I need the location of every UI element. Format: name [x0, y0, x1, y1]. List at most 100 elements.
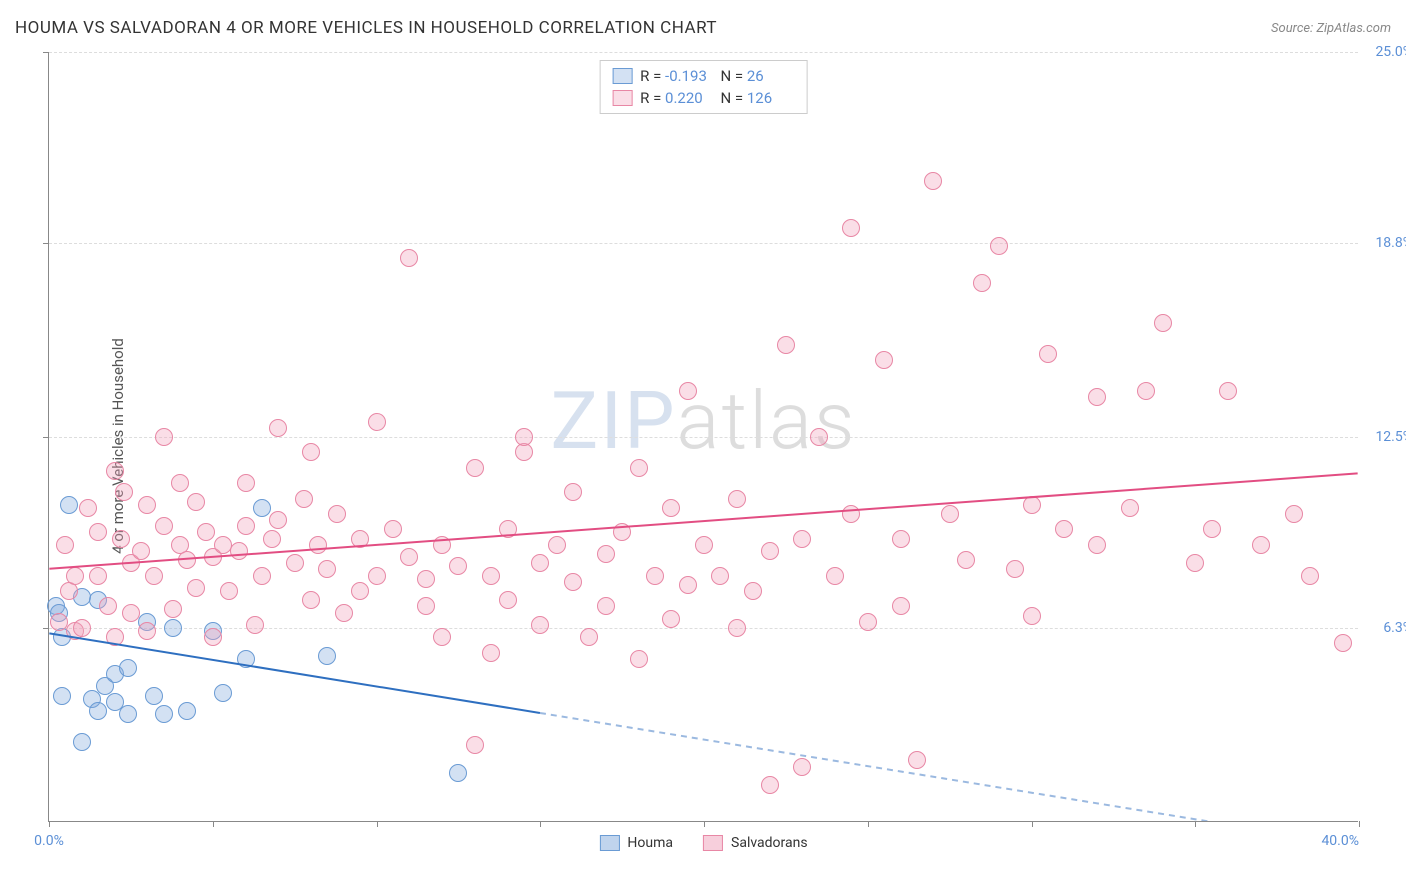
scatter-point: [155, 517, 173, 535]
x-tick: [540, 821, 541, 827]
scatter-point: [892, 530, 910, 548]
scatter-point: [1334, 634, 1352, 652]
scatter-point: [286, 554, 304, 572]
scatter-point: [957, 551, 975, 569]
watermark-part2: atlas: [677, 374, 857, 468]
watermark: ZIPatlas: [550, 374, 856, 468]
scatter-point: [187, 493, 205, 511]
scatter-point: [875, 351, 893, 369]
scatter-point: [1023, 607, 1041, 625]
scatter-point: [253, 499, 271, 517]
scatter-point: [908, 751, 926, 769]
y-tick-label: 12.5%: [1363, 429, 1406, 445]
scatter-point: [115, 483, 133, 501]
scatter-point: [679, 382, 697, 400]
scatter-point: [842, 219, 860, 237]
scatter-point: [400, 249, 418, 267]
correlation-legend-row: R = -0.193 N = 26: [612, 65, 795, 87]
scatter-point: [246, 616, 264, 634]
scatter-point: [597, 545, 615, 563]
scatter-point: [106, 462, 124, 480]
scatter-point: [56, 536, 74, 554]
gridline: [49, 243, 1358, 244]
scatter-point: [155, 428, 173, 446]
scatter-point: [318, 647, 336, 665]
scatter-point: [119, 659, 137, 677]
x-tick: [1359, 821, 1360, 827]
scatter-point: [515, 443, 533, 461]
scatter-point: [548, 536, 566, 554]
scatter-point: [178, 702, 196, 720]
scatter-point: [89, 523, 107, 541]
scatter-point: [368, 413, 386, 431]
scatter-point: [164, 619, 182, 637]
scatter-point: [1039, 345, 1057, 363]
x-tick: [1032, 821, 1033, 827]
legend-swatch: [703, 835, 723, 851]
scatter-point: [466, 736, 484, 754]
scatter-point: [482, 644, 500, 662]
series-legend-item: Houma: [599, 835, 673, 851]
scatter-point: [580, 628, 598, 646]
x-tick: [213, 821, 214, 827]
gridline: [49, 628, 1358, 629]
scatter-point: [695, 536, 713, 554]
scatter-point: [318, 560, 336, 578]
trend-line-dashed: [540, 713, 1358, 821]
series-legend-item: Salvadorans: [703, 835, 808, 851]
scatter-point: [417, 570, 435, 588]
scatter-point: [859, 613, 877, 631]
scatter-point: [214, 536, 232, 554]
scatter-point: [60, 582, 78, 600]
scatter-point: [973, 274, 991, 292]
scatter-point: [145, 687, 163, 705]
scatter-point: [263, 530, 281, 548]
scatter-point: [1006, 560, 1024, 578]
scatter-point: [302, 591, 320, 609]
scatter-point: [112, 530, 130, 548]
scatter-point: [253, 567, 271, 585]
scatter-point: [295, 490, 313, 508]
scatter-point: [66, 567, 84, 585]
y-tick-label: 18.8%: [1363, 235, 1406, 251]
scatter-point: [214, 684, 232, 702]
scatter-point: [646, 567, 664, 585]
x-tick: [868, 821, 869, 827]
scatter-point: [60, 496, 78, 514]
x-tick: [377, 821, 378, 827]
scatter-point: [499, 520, 517, 538]
scatter-point: [89, 702, 107, 720]
scatter-point: [1121, 499, 1139, 517]
scatter-point: [662, 610, 680, 628]
x-tick-label: 40.0%: [1321, 833, 1359, 849]
scatter-point: [417, 597, 435, 615]
scatter-point: [328, 505, 346, 523]
scatter-point: [449, 557, 467, 575]
chart-title: HOUMA VS SALVADORAN 4 OR MORE VEHICLES I…: [15, 18, 717, 38]
scatter-point: [178, 551, 196, 569]
scatter-point: [220, 582, 238, 600]
scatter-point: [466, 459, 484, 477]
x-tick: [49, 821, 50, 827]
scatter-point: [237, 650, 255, 668]
scatter-point: [79, 499, 97, 517]
scatter-point: [1285, 505, 1303, 523]
series-legend: Houma Salvadorans: [599, 835, 807, 851]
scatter-point: [564, 483, 582, 501]
series-legend-label: Houma: [627, 835, 673, 851]
y-tick: [43, 243, 49, 244]
scatter-point: [924, 172, 942, 190]
scatter-point: [1023, 496, 1041, 514]
scatter-point: [761, 776, 779, 794]
gridline: [49, 437, 1358, 438]
scatter-point: [1088, 536, 1106, 554]
scatter-point: [99, 597, 117, 615]
scatter-point: [1252, 536, 1270, 554]
scatter-point: [50, 613, 68, 631]
scatter-point: [132, 542, 150, 560]
scatter-point: [662, 499, 680, 517]
scatter-point: [449, 764, 467, 782]
scatter-point: [1301, 567, 1319, 585]
y-tick-label: 6.3%: [1363, 620, 1406, 636]
scatter-point: [1203, 520, 1221, 538]
